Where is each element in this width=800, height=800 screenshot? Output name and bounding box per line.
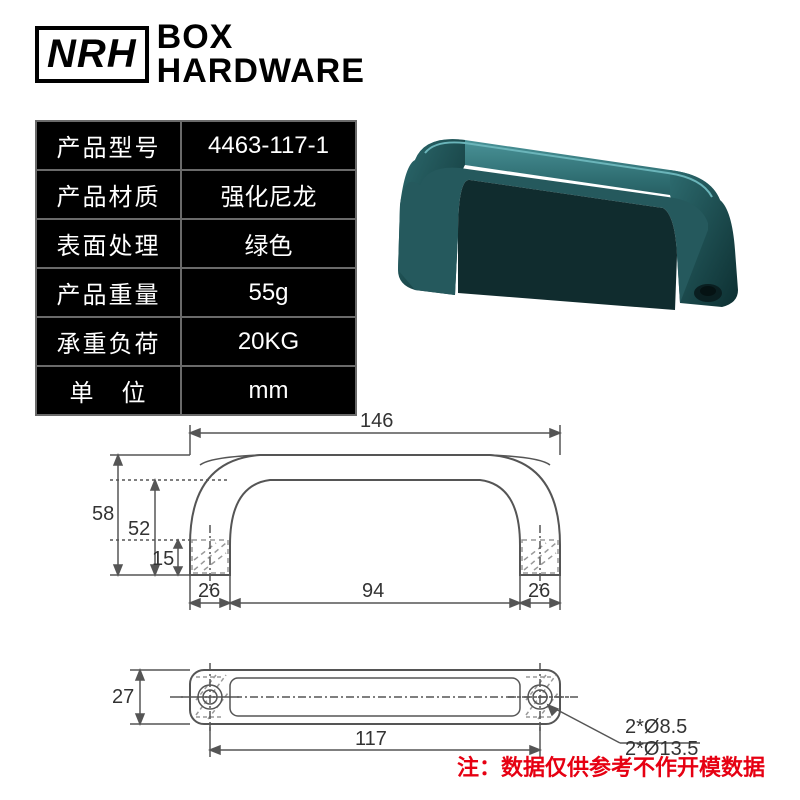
- product-render: [380, 115, 760, 315]
- logo-line2: HARDWARE: [157, 54, 365, 88]
- logo-line1: BOX: [157, 20, 365, 54]
- spec-value: 55g: [181, 268, 356, 317]
- spec-label: 产品型号: [36, 121, 181, 170]
- spec-label: 表面处理: [36, 219, 181, 268]
- logo-area: NRH BOX HARDWARE: [35, 20, 365, 88]
- spec-value: 绿色: [181, 219, 356, 268]
- table-row: 表面处理绿色: [36, 219, 356, 268]
- spec-table: 产品型号4463-117-1 产品材质强化尼龙 表面处理绿色 产品重量55g 承…: [35, 120, 357, 416]
- hole-spec-1: 2*Ø8.5: [625, 716, 687, 738]
- spec-label: 承重负荷: [36, 317, 181, 366]
- dim-117: 117: [355, 728, 387, 750]
- dim-27: 27: [112, 686, 134, 708]
- table-row: 产品型号4463-117-1: [36, 121, 356, 170]
- footer-note: 注：数据仅供参考不作开模数据: [457, 750, 765, 782]
- technical-drawing: 146 58 52 15 26 94 26 27 117 2*Ø8.5 2*Ø1…: [0, 405, 800, 765]
- dim-26a: 26: [198, 580, 220, 602]
- dim-15: 15: [152, 548, 174, 570]
- dim-52: 52: [128, 518, 150, 540]
- dim-26b: 26: [528, 580, 550, 602]
- spec-value: 4463-117-1: [181, 121, 356, 170]
- table-row: 产品材质强化尼龙: [36, 170, 356, 219]
- logo-text: BOX HARDWARE: [157, 20, 365, 88]
- spec-value: 强化尼龙: [181, 170, 356, 219]
- dim-58: 58: [92, 503, 114, 525]
- spec-label: 产品重量: [36, 268, 181, 317]
- dim-146: 146: [360, 410, 393, 432]
- spec-label: 产品材质: [36, 170, 181, 219]
- dim-94: 94: [362, 580, 384, 602]
- table-row: 承重负荷20KG: [36, 317, 356, 366]
- logo-brand: NRH: [35, 26, 149, 83]
- spec-value: 20KG: [181, 317, 356, 366]
- table-row: 产品重量55g: [36, 268, 356, 317]
